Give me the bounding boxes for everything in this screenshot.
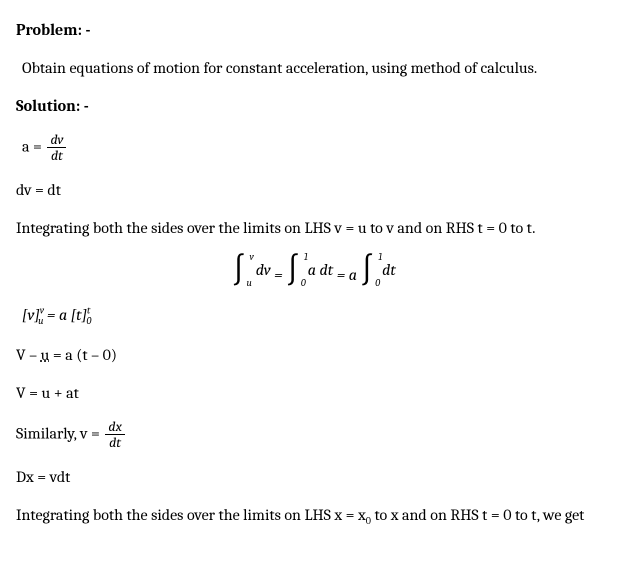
- eq4-pre: V –: [16, 346, 41, 364]
- problem-heading: Problem: -: [16, 18, 612, 42]
- fraction-dx-dt: dx dt: [105, 419, 124, 451]
- equals-2: = a: [337, 266, 357, 284]
- int-body: dt: [382, 258, 396, 282]
- lower-0: 0: [86, 315, 91, 327]
- equation-dx-vdt: Dx = vdt: [16, 465, 612, 489]
- centered-integral-equation: ∫ v u dv = ∫ 1 0 a dt = a ∫ 1 0 dt: [16, 254, 612, 287]
- int-body: a dt: [308, 258, 333, 282]
- equation-dv-dt: dv = dt: [16, 178, 612, 202]
- int-lower-limit: u: [246, 278, 251, 288]
- eq4-post: = a (t – 0): [49, 346, 117, 364]
- int2-part-a: Integrating both the sides over the limi…: [16, 506, 366, 524]
- int2-part-b: to x and on RHS t = 0 to t, we get: [371, 506, 584, 524]
- integral-symbol: ∫ 1 0: [361, 254, 375, 286]
- int-lower-limit: 0: [301, 278, 306, 288]
- bracket-equation: [v]vu = a [t]t0: [22, 303, 612, 329]
- problem-statement: Obtain equations of motion for constant …: [22, 56, 612, 80]
- int-body: dv: [256, 258, 271, 282]
- integrate-line-2: Integrating both the sides over the limi…: [16, 503, 612, 529]
- equation-similarly-v: Similarly, v = dx dt: [16, 419, 612, 451]
- equation-a-dv-dt: a = dv dt: [22, 132, 612, 164]
- frac-numerator: dx: [105, 419, 124, 435]
- int-lower-limit: 0: [375, 278, 380, 288]
- fraction-dv-dt: dv dt: [47, 132, 66, 164]
- equals-1: =: [274, 266, 286, 284]
- equation-v-u-at: V = u + at: [16, 381, 612, 405]
- int-upper-limit: v: [249, 252, 253, 262]
- eq6-pre: Similarly, v =: [16, 425, 103, 443]
- eq-lhs: a =: [22, 138, 42, 156]
- equation-v-minus-u: V – u = a (t – 0): [16, 343, 612, 367]
- integral-symbol: ∫ 1 0: [286, 254, 300, 286]
- integral-3: ∫ 1 0 dt: [361, 254, 396, 286]
- int-upper-limit: 1: [304, 252, 308, 262]
- integral-2: ∫ 1 0 a dt: [286, 254, 333, 286]
- frac-denominator: dt: [47, 148, 66, 163]
- int-upper-limit: 1: [378, 252, 382, 262]
- eq-a: = a: [43, 306, 70, 324]
- integrate-line-1: Integrating both the sides over the limi…: [16, 216, 612, 240]
- solution-heading: Solution: -: [16, 94, 612, 118]
- frac-numerator: dv: [47, 132, 66, 148]
- integral-symbol: ∫ v u: [232, 254, 246, 286]
- integral-1: ∫ v u dv: [232, 254, 270, 286]
- frac-denominator: dt: [105, 435, 124, 450]
